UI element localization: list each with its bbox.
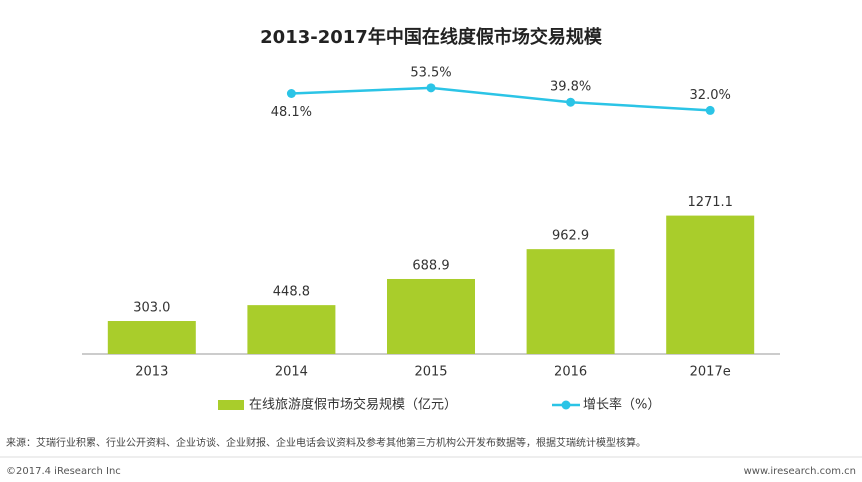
x-tick-label: 2017e	[690, 365, 731, 380]
x-tick-label: 2015	[414, 365, 447, 380]
legend-label: 在线旅游度假市场交易规模（亿元）	[249, 397, 457, 413]
line	[291, 86, 711, 112]
value-label: 32.0%	[690, 88, 731, 103]
legend-swatch	[561, 400, 571, 410]
line-point	[286, 88, 296, 98]
chart-title: 2013-2017年中国在线度假市场交易规模	[260, 26, 603, 48]
line-point	[566, 97, 576, 107]
line-point	[705, 105, 715, 115]
source-note: 来源：艾瑞行业积累、行业公开资料、企业访谈、企业财报、企业电话会议资料及参考其他…	[6, 436, 646, 449]
bar	[107, 321, 196, 354]
value-label: 53.5%	[410, 65, 451, 80]
value-label: 48.1%	[271, 105, 312, 120]
value-label: 1271.1	[687, 195, 733, 210]
x-tick-label: 2013	[135, 365, 168, 380]
legend-label: 增长率（%）	[583, 397, 660, 413]
x-tick-label: 2014	[275, 365, 308, 380]
website: www.iresearch.com.cn	[744, 466, 856, 477]
line-point	[426, 83, 436, 93]
bar	[666, 215, 755, 354]
bar	[387, 278, 475, 354]
x-tick-label: 2016	[554, 365, 587, 380]
copyright: ©2017.4 iResearch Inc	[6, 466, 121, 477]
value-label: 962.9	[552, 229, 589, 244]
value-label: 688.9	[412, 258, 449, 273]
legend-swatch	[218, 400, 244, 410]
value-label: 39.8%	[550, 80, 591, 95]
bar	[247, 305, 336, 354]
value-label: 303.0	[133, 301, 170, 316]
value-label: 448.8	[273, 285, 310, 300]
bar	[526, 249, 615, 354]
